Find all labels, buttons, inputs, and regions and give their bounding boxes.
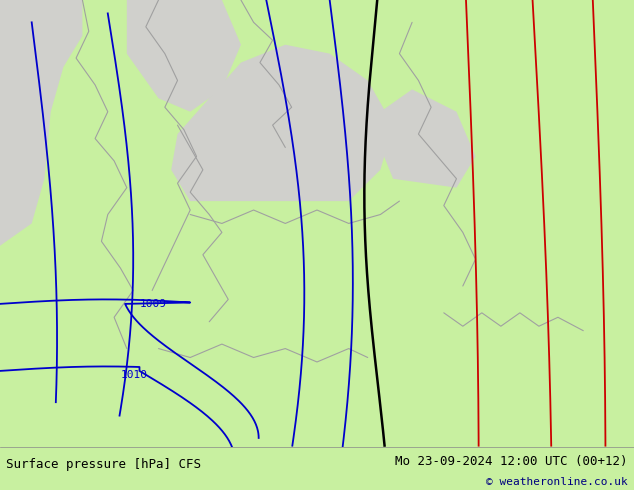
Polygon shape [380,89,476,188]
Text: Mo 23-09-2024 12:00 UTC (00+12): Mo 23-09-2024 12:00 UTC (00+12) [395,456,628,468]
Text: 1009: 1009 [139,299,167,309]
Text: Surface pressure [hPa] CFS: Surface pressure [hPa] CFS [6,458,202,470]
Polygon shape [254,143,304,179]
Text: 1010: 1010 [120,370,148,380]
Text: © weatheronline.co.uk: © weatheronline.co.uk [486,477,628,487]
Polygon shape [171,45,393,201]
Polygon shape [0,0,82,246]
Polygon shape [127,0,241,112]
